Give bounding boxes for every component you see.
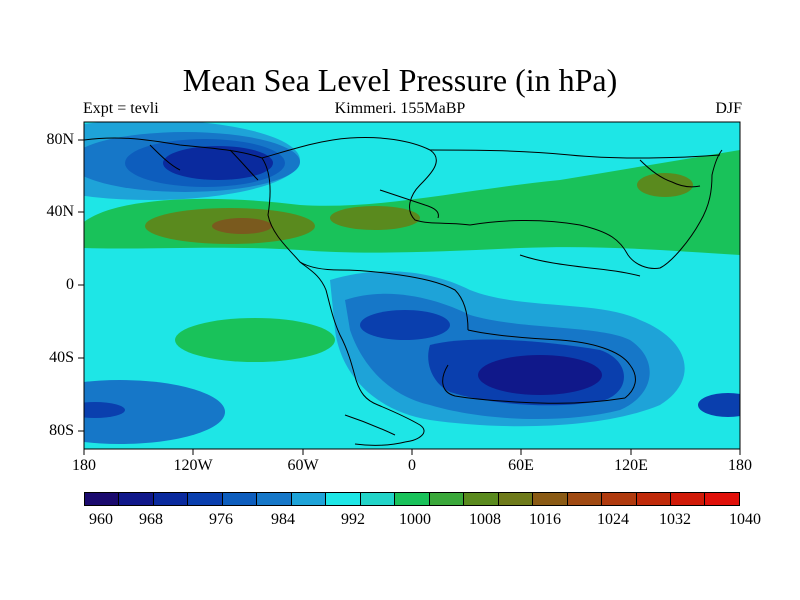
colorbar-cell [602,493,637,505]
lon-label: 180 [728,457,752,474]
lon-ticks [83,449,741,455]
lon-label: 0 [408,457,416,474]
colorbar-cell [705,493,739,505]
southern-low-deep [478,355,602,395]
colorbar-cell [222,493,258,505]
colorbar-label: 1032 [659,511,691,528]
colorbar [84,492,740,506]
season-label: DJF [715,100,742,117]
colorbar-cell [670,493,706,505]
colorbar-cell [533,493,568,505]
high-olive-asia [637,173,693,197]
polar-low-east [698,393,740,417]
lon-label: 120W [173,457,213,474]
lat-label: 80N [46,131,74,148]
colorbar-label: 1000 [399,511,431,528]
colorbar-label: 976 [209,511,233,528]
colorbar-cell [326,493,361,505]
lat-label: 40S [49,349,74,366]
colorbar-cell [360,493,396,505]
colorbar-cell [119,493,154,505]
lat-ticks [78,139,84,432]
colorbar-label: 984 [271,511,295,528]
colorbar-label: 1024 [597,511,629,528]
colorbar-cell [498,493,534,505]
experiment-label: Expt = tevli [83,100,159,117]
low-inner-south-america [360,310,450,340]
colorbar-cell [464,493,499,505]
colorbar-label: 992 [341,511,365,528]
colorbar-cell [257,493,292,505]
coastlines [84,137,723,446]
colorbar-cell [188,493,223,505]
colorbar-cell [636,493,671,505]
lat-label: 40N [46,203,74,220]
lat-label: 0 [66,276,74,293]
lat-label: 80S [49,422,74,439]
polar-low-west-core [84,402,125,418]
colorbar-cell [429,493,465,505]
north-low-deep [163,146,273,180]
colorbar-label: 1040 [729,511,761,528]
colorbar-label: 960 [89,511,113,528]
lon-label: 120E [614,457,648,474]
lon-label: 60E [508,457,534,474]
colorbar-cell [291,493,327,505]
colorbar-cell [153,493,189,505]
colorbar-cell [567,493,603,505]
colorbar-label: 1008 [469,511,501,528]
lon-label: 60W [287,457,319,474]
period-label: Kimmeri. 155MaBP [334,100,466,117]
polar-low-west [84,380,225,444]
southern-high-west [175,318,335,362]
map-title: Mean Sea Level Pressure (in hPa) [182,62,618,98]
high-olive-east [330,206,420,230]
colorbar-cell [85,493,120,505]
lon-label: 180 [72,457,96,474]
colorbar-label: 1016 [529,511,561,528]
high-brown-west [212,218,272,234]
colorbar-label: 968 [139,511,163,528]
colorbar-cell [395,493,430,505]
